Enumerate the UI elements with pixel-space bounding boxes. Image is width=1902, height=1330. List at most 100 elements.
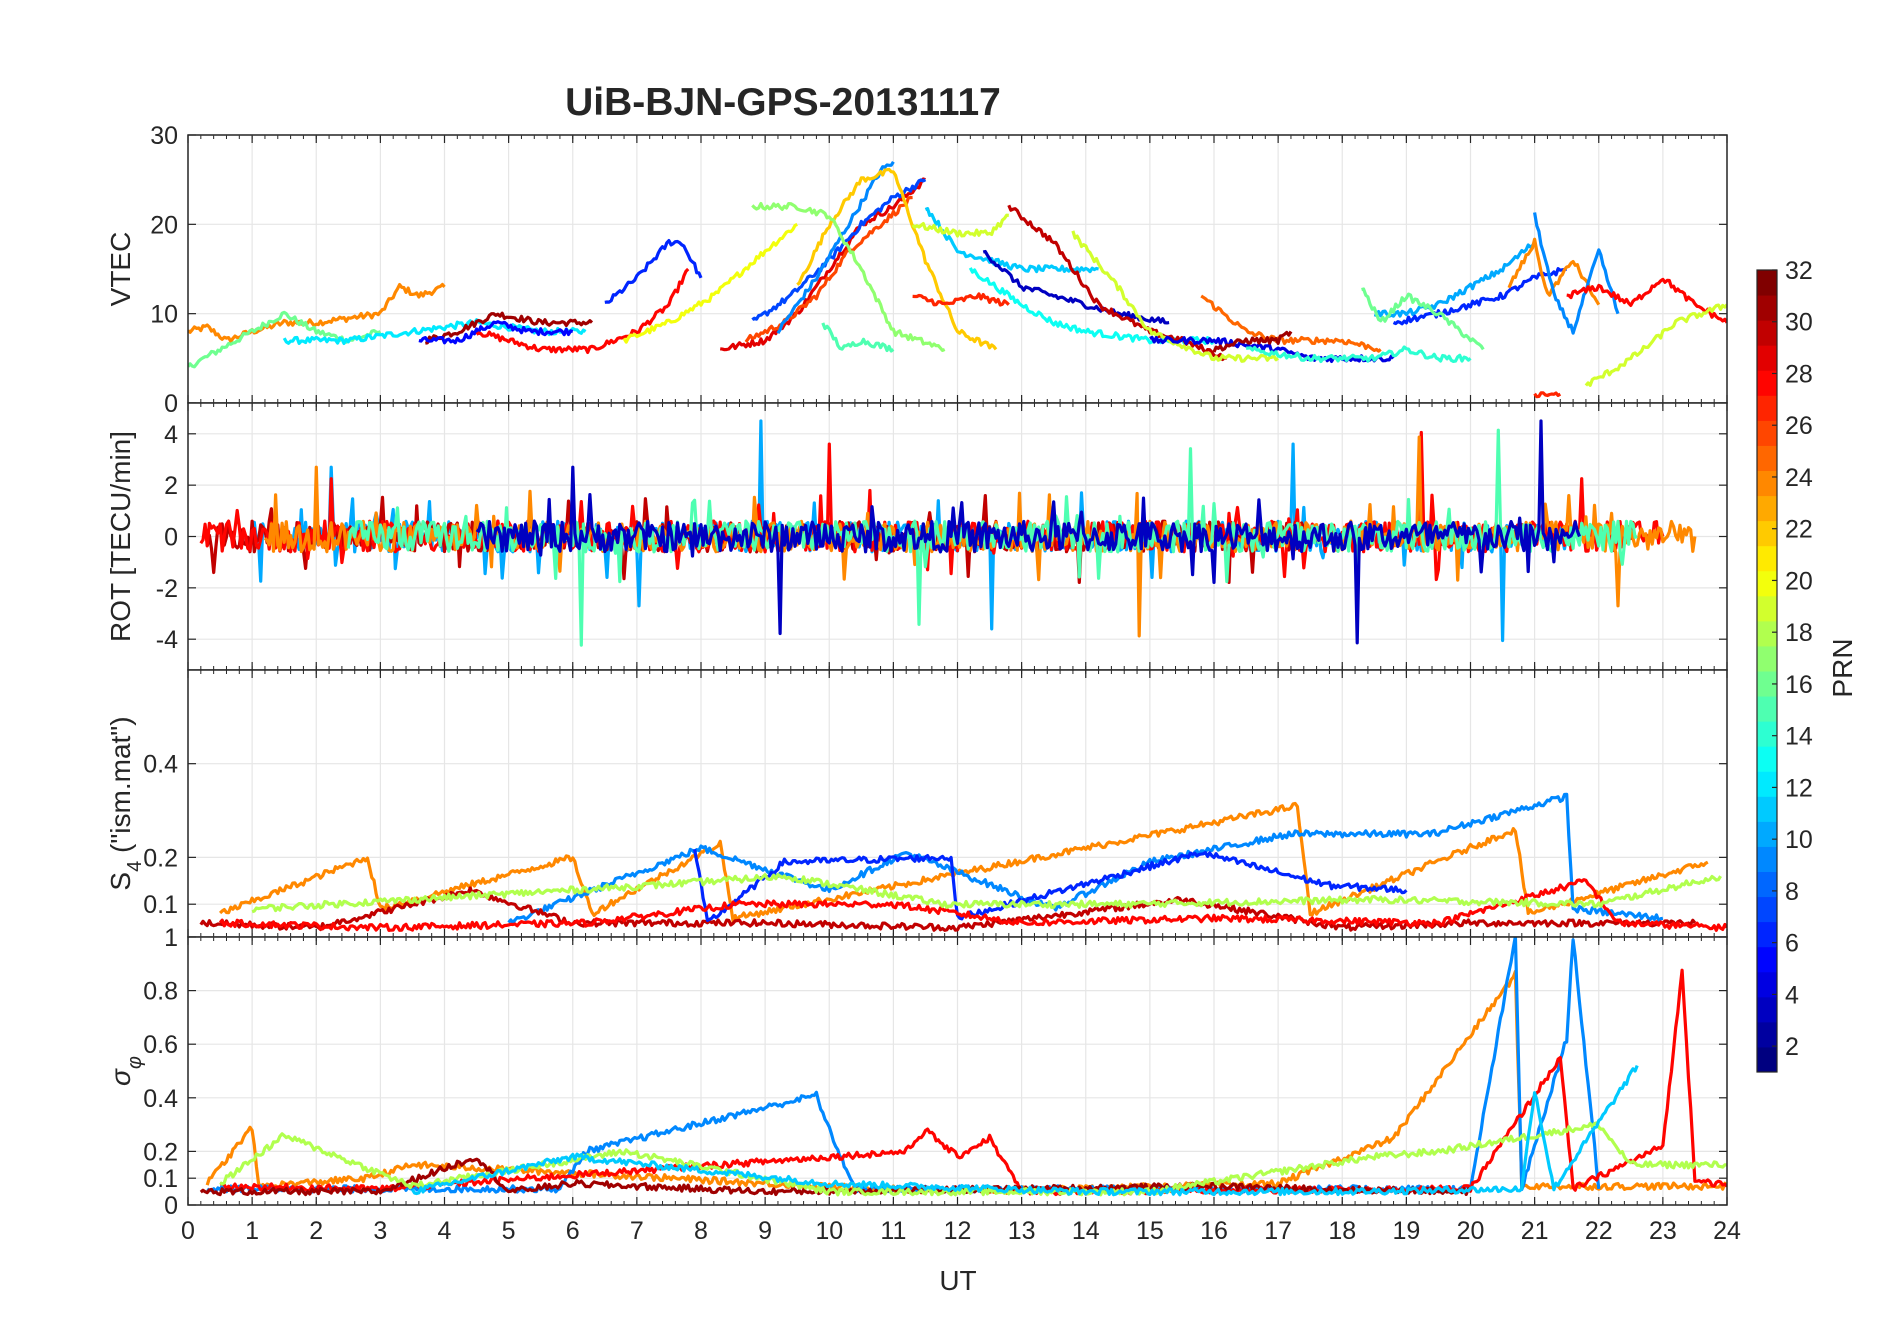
panel-vtec: 0 10 20 30 VTEC bbox=[105, 122, 1728, 418]
series-line-prn-22 bbox=[796, 167, 998, 351]
series-line-prn-10 bbox=[1373, 241, 1536, 318]
colorbar-band bbox=[1757, 696, 1777, 722]
series-line-prn-27 bbox=[1533, 391, 1562, 399]
colorbar-band bbox=[1757, 771, 1777, 797]
colorbar-band bbox=[1757, 595, 1777, 622]
series-line-prn-14 bbox=[1246, 345, 1472, 364]
series-line-prn-5 bbox=[418, 320, 574, 345]
y-tick-label: 0.1 bbox=[143, 1165, 178, 1193]
series-line-prn-19 bbox=[1584, 303, 1727, 387]
colorbar-tick-label: 4 bbox=[1785, 981, 1799, 1009]
series-line-prn-9 bbox=[507, 792, 1664, 925]
colorbar-tick-label: 12 bbox=[1785, 774, 1813, 802]
x-tick-label: 9 bbox=[758, 1217, 772, 1245]
colorbar-tick-label: 14 bbox=[1785, 723, 1813, 751]
x-tick-label: 8 bbox=[694, 1217, 708, 1245]
series-line-prn-20 bbox=[622, 222, 798, 344]
x-tick-label: 24 bbox=[1713, 1217, 1741, 1245]
colorbar-band bbox=[1757, 620, 1777, 647]
colorbar-band bbox=[1757, 746, 1777, 772]
series-group bbox=[188, 160, 1727, 399]
y-tick-label: -4 bbox=[156, 626, 178, 654]
series-line-prn-28 bbox=[218, 878, 1727, 933]
series-line-prn-28 bbox=[1566, 277, 1727, 324]
series-line-prn-11 bbox=[924, 207, 1099, 274]
series-line-prn-7 bbox=[751, 178, 927, 322]
x-tick-label: 7 bbox=[630, 1217, 644, 1245]
colorbar-tick-label: 20 bbox=[1785, 567, 1813, 595]
colorbar-band bbox=[1757, 946, 1777, 973]
x-tick-label: 14 bbox=[1072, 1217, 1100, 1245]
y-axis-label-sub: φ bbox=[124, 1056, 146, 1069]
series-line-prn-28 bbox=[475, 267, 690, 354]
y-tick-label: 0.4 bbox=[143, 1085, 178, 1113]
colorbar-band bbox=[1757, 1021, 1777, 1048]
series-line-prn-31 bbox=[1212, 330, 1293, 353]
series-line-prn-3 bbox=[982, 249, 1170, 325]
series-line-prn-29 bbox=[719, 177, 926, 352]
colorbar-band bbox=[1757, 395, 1777, 421]
x-tick-label: 12 bbox=[944, 1217, 972, 1245]
colorbar-tick-label: 22 bbox=[1785, 516, 1813, 544]
colorbar-tick-label: 30 bbox=[1785, 309, 1813, 337]
colorbar-band bbox=[1757, 270, 1777, 296]
y-tick-label: 0 bbox=[164, 390, 178, 418]
y-tick-label: 0.8 bbox=[143, 978, 178, 1006]
y-tick-label: 0.2 bbox=[143, 844, 178, 872]
series-line-prn-24 bbox=[218, 801, 1709, 924]
colorbar-label: PRN bbox=[1827, 638, 1858, 697]
x-tick-label: 0 bbox=[181, 1217, 195, 1245]
series-line-prn-31 bbox=[425, 311, 594, 345]
y-tick-label: 20 bbox=[150, 211, 178, 239]
y-axis-label-rot: ROT [TECU/min] bbox=[105, 431, 136, 642]
series-line-prn-28 bbox=[220, 968, 1727, 1197]
colorbar-tick-label: 28 bbox=[1785, 360, 1813, 388]
series-group bbox=[199, 937, 1727, 1197]
colorbar-tick-label: 8 bbox=[1785, 878, 1799, 906]
series-line-prn-11 bbox=[411, 1065, 1639, 1197]
colorbar-band bbox=[1757, 345, 1777, 371]
colorbar-tick-label: 10 bbox=[1785, 826, 1813, 854]
series-line-prn-9 bbox=[1533, 212, 1620, 335]
y-tick-label: 2 bbox=[164, 472, 178, 500]
colorbar-band bbox=[1757, 420, 1777, 446]
colorbar-band bbox=[1757, 570, 1777, 597]
colorbar-band bbox=[1757, 295, 1777, 321]
x-tick-label: 11 bbox=[880, 1217, 906, 1245]
x-tick-label: 21 bbox=[1521, 1217, 1549, 1245]
colorbar-band bbox=[1757, 896, 1777, 923]
x-tick-label: 19 bbox=[1392, 1217, 1420, 1245]
colorbar-band bbox=[1757, 520, 1777, 547]
colorbar-band bbox=[1757, 445, 1777, 471]
colorbar-band bbox=[1757, 1046, 1777, 1073]
colorbar-band bbox=[1757, 921, 1777, 948]
colorbar-band bbox=[1757, 996, 1777, 1023]
colorbar-frame bbox=[1756, 269, 1778, 1073]
colorbar-band bbox=[1757, 545, 1777, 572]
x-tick-label: 1 bbox=[245, 1217, 259, 1245]
series-line-prn-26 bbox=[744, 195, 913, 343]
axes-frame bbox=[187, 936, 1728, 1206]
colorbar-band bbox=[1757, 821, 1777, 847]
colorbar-band bbox=[1757, 495, 1777, 522]
panel-s4: 0.1 0.2 0.4S4 ("ism.mat") bbox=[105, 669, 1728, 938]
colorbar-tick-label: 26 bbox=[1785, 412, 1813, 440]
y-axis-label-vtec: VTEC bbox=[105, 232, 136, 307]
y-tick-label: 0.1 bbox=[143, 891, 178, 919]
colorbar-band bbox=[1757, 846, 1777, 872]
series-group bbox=[199, 792, 1727, 933]
colorbar-band bbox=[1757, 320, 1777, 346]
series-line-prn-15 bbox=[821, 322, 895, 353]
series-line-prn-17 bbox=[751, 202, 946, 352]
x-tick-label: 4 bbox=[438, 1217, 452, 1245]
x-tick-label: 5 bbox=[502, 1217, 516, 1245]
figure-title: UiB-BJN-GPS-20131117 bbox=[565, 81, 1001, 124]
series-line-prn-16 bbox=[1361, 287, 1485, 351]
y-tick-label: 0 bbox=[164, 524, 178, 552]
series-line-prn-24 bbox=[188, 282, 446, 343]
y-tick-label: -2 bbox=[156, 575, 178, 603]
colorbar-band bbox=[1757, 971, 1777, 998]
